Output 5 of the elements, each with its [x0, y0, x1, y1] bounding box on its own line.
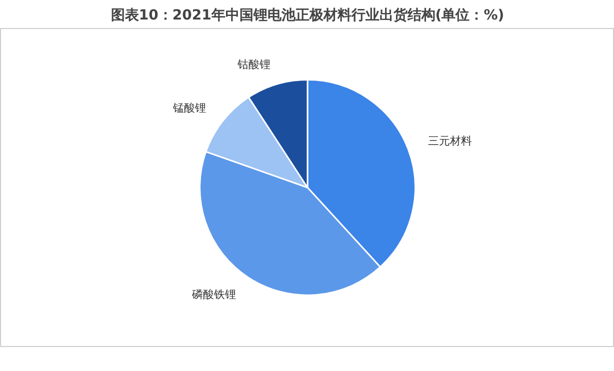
- chart-title: 图表10：2021年中国锂电池正极材料行业出货结构(单位：%): [110, 8, 504, 24]
- slice-label: 磷酸铁锂: [191, 288, 236, 302]
- slice-label: 锰酸锂: [172, 102, 206, 115]
- slice-label: 钴酸锂: [236, 58, 271, 72]
- slice-label: 三元材料: [428, 134, 472, 148]
